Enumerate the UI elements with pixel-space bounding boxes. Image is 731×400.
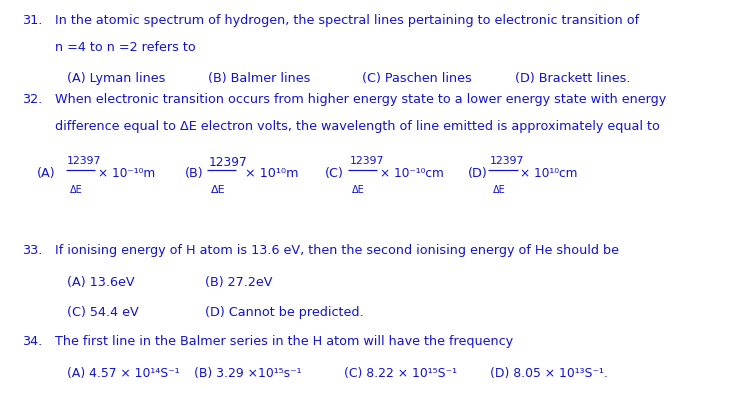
Text: (A): (A)	[37, 167, 55, 180]
Text: ΔE: ΔE	[211, 185, 226, 195]
Text: (D): (D)	[468, 167, 488, 180]
Text: (A) 13.6eV: (A) 13.6eV	[67, 276, 135, 289]
Text: (C) Paschen lines: (C) Paschen lines	[362, 72, 471, 85]
Text: (B) Balmer lines: (B) Balmer lines	[208, 72, 311, 85]
Text: (C) 8.22 × 10¹⁵S⁻¹: (C) 8.22 × 10¹⁵S⁻¹	[344, 367, 457, 380]
Text: (A) 4.57 × 10¹⁴S⁻¹: (A) 4.57 × 10¹⁴S⁻¹	[67, 367, 180, 380]
Text: n =4 to n =2 refers to: n =4 to n =2 refers to	[55, 41, 196, 54]
Text: × 10⁻¹⁰cm: × 10⁻¹⁰cm	[380, 167, 444, 180]
Text: 33.: 33.	[22, 244, 42, 257]
Text: 12397: 12397	[67, 156, 102, 166]
Text: 12397: 12397	[349, 156, 384, 166]
Text: If ionising energy of H atom is 13.6 eV, then the second ionising energy of He s: If ionising energy of H atom is 13.6 eV,…	[55, 244, 619, 257]
Text: ΔE: ΔE	[352, 185, 365, 195]
Text: × 10⁻¹⁰m: × 10⁻¹⁰m	[98, 167, 155, 180]
Text: (D) 8.05 × 10¹³S⁻¹.: (D) 8.05 × 10¹³S⁻¹.	[490, 367, 607, 380]
Text: ΔE: ΔE	[70, 185, 83, 195]
Text: 34.: 34.	[22, 335, 42, 348]
Text: 32.: 32.	[22, 93, 42, 106]
Text: × 10¹⁰m: × 10¹⁰m	[245, 167, 298, 180]
Text: The first line in the Balmer series in the H atom will have the frequency: The first line in the Balmer series in t…	[55, 335, 513, 348]
Text: (B): (B)	[185, 167, 203, 180]
Text: 31.: 31.	[22, 14, 42, 27]
Text: (D) Brackett lines.: (D) Brackett lines.	[515, 72, 631, 85]
Text: (B) 27.2eV: (B) 27.2eV	[205, 276, 272, 289]
Text: (D) Cannot be predicted.: (D) Cannot be predicted.	[205, 306, 363, 319]
Text: (A) Lyman lines: (A) Lyman lines	[67, 72, 166, 85]
Text: (B) 3.29 ×10¹⁵s⁻¹: (B) 3.29 ×10¹⁵s⁻¹	[194, 367, 301, 380]
Text: (C) 54.4 eV: (C) 54.4 eV	[67, 306, 139, 319]
Text: In the atomic spectrum of hydrogen, the spectral lines pertaining to electronic : In the atomic spectrum of hydrogen, the …	[55, 14, 639, 27]
Text: × 10¹⁰cm: × 10¹⁰cm	[520, 167, 577, 180]
Text: When electronic transition occurs from higher energy state to a lower energy sta: When electronic transition occurs from h…	[55, 93, 666, 106]
Text: difference equal to ΔE electron volts, the wavelength of line emitted is approxi: difference equal to ΔE electron volts, t…	[55, 120, 659, 133]
Text: ΔE: ΔE	[493, 185, 505, 195]
Text: 12397: 12397	[490, 156, 524, 166]
Text: (C): (C)	[325, 167, 344, 180]
Text: 12397: 12397	[208, 156, 247, 169]
